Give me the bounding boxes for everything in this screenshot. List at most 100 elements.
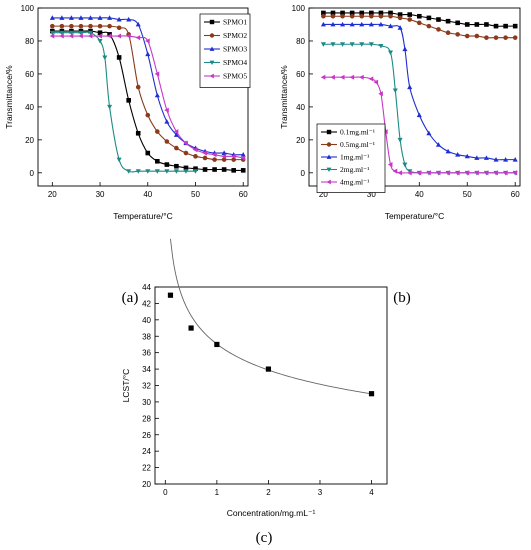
y-tick-label: 100: [292, 4, 306, 13]
legend: 0.1mg.ml⁻¹ 0.5mg.ml⁻¹ 1mg.ml⁻¹ 2mg.ml⁻¹ 4mg.…: [316, 123, 386, 193]
data-point: [164, 119, 170, 124]
data-point: [97, 39, 103, 44]
legend-marker: [209, 33, 215, 38]
x-tick-label: 1: [215, 488, 220, 497]
data-point: [445, 30, 451, 36]
data-point: [116, 16, 122, 22]
x-tick-label: 3: [318, 488, 323, 497]
data-point: [87, 30, 94, 36]
y-tick-label: 100: [21, 4, 35, 13]
data-point: [102, 55, 108, 61]
y-tick-label: 42: [142, 299, 151, 308]
data-point: [445, 148, 451, 154]
data-point: [493, 23, 499, 29]
data-point: [387, 50, 394, 56]
data-point: [211, 152, 217, 158]
series-line: [52, 31, 196, 173]
legend-entry: SPMO3: [223, 45, 247, 54]
x-tick-label: 40: [415, 190, 424, 199]
data-point: [330, 21, 336, 27]
data-point: [512, 170, 518, 176]
caption-c: (c): [256, 530, 273, 546]
data-point: [330, 10, 336, 16]
y-tick-label: 30: [142, 398, 151, 407]
data-point: [192, 147, 198, 153]
data-point: [49, 33, 55, 39]
data-point: [320, 21, 326, 27]
data-point: [368, 391, 375, 397]
data-point: [145, 38, 150, 44]
data-point: [87, 15, 94, 20]
data-point: [78, 33, 83, 39]
data-point: [349, 13, 355, 19]
data-point: [240, 152, 246, 157]
data-point: [455, 152, 461, 157]
data-point: [126, 169, 132, 174]
x-axis-label: Concentration/mg.mL⁻¹: [227, 508, 316, 518]
data-point: [97, 15, 103, 20]
x-tick-label: 0: [163, 488, 168, 497]
data-point: [87, 33, 93, 39]
data-point: [202, 155, 208, 161]
data-point: [231, 168, 236, 173]
data-point: [164, 169, 170, 174]
data-point: [474, 22, 480, 27]
x-tick-label: 60: [511, 190, 520, 199]
data-point: [59, 23, 65, 29]
data-point: [383, 129, 388, 135]
data-point: [49, 15, 55, 20]
data-point: [416, 170, 422, 176]
x-tick-label: 20: [319, 190, 328, 199]
data-point: [474, 33, 480, 39]
data-point: [212, 157, 217, 162]
caption-b: (b): [393, 290, 411, 306]
data-point: [164, 107, 169, 113]
data-point: [349, 74, 355, 80]
series-line: [323, 23, 516, 161]
chart-panel-c: 0 1 2 3 420222426283032343638404244Concentra…: [121, 238, 388, 518]
data-point: [464, 22, 470, 27]
data-point: [49, 30, 55, 36]
data-point: [330, 42, 336, 47]
x-tick-label: 20: [48, 190, 57, 199]
data-point: [78, 30, 84, 36]
data-point: [503, 156, 509, 162]
data-point: [154, 71, 160, 77]
data-point: [135, 130, 141, 136]
x-tick-label: 60: [239, 190, 248, 199]
data-point: [407, 170, 412, 176]
data-point: [464, 153, 470, 159]
y-tick-label: 20: [296, 136, 305, 145]
data-point: [321, 13, 326, 19]
data-point: [107, 15, 113, 20]
x-tick-label: 4: [369, 488, 374, 497]
data-point: [378, 91, 383, 97]
series-line: [323, 15, 516, 39]
y-axis-label: LCST/°C: [121, 369, 131, 403]
data-point: [221, 167, 227, 172]
data-point: [174, 145, 179, 151]
legend-marker: [209, 73, 214, 79]
data-point: [397, 12, 403, 17]
chart-panel-b: 20 30 40 50 60 0 20 40 60 80 100 Temperature/°C Tran…: [279, 4, 521, 221]
data-point: [426, 15, 432, 21]
data-point: [173, 169, 179, 174]
data-point: [416, 112, 422, 118]
data-point: [455, 170, 460, 176]
data-point: [183, 150, 189, 156]
data-point: [378, 21, 384, 27]
data-point: [68, 33, 74, 39]
data-point: [231, 153, 236, 159]
plot-frame: [308, 7, 521, 187]
data-point: [69, 23, 74, 29]
series-1: [321, 10, 518, 29]
series-2: [321, 13, 518, 40]
data-point: [145, 112, 151, 118]
data-point: [240, 155, 246, 161]
y-tick-label: 0: [301, 169, 306, 178]
data-point: [174, 163, 179, 169]
data-point: [455, 20, 460, 26]
data-point: [426, 170, 431, 176]
data-point: [388, 13, 393, 19]
data-point: [407, 84, 413, 90]
